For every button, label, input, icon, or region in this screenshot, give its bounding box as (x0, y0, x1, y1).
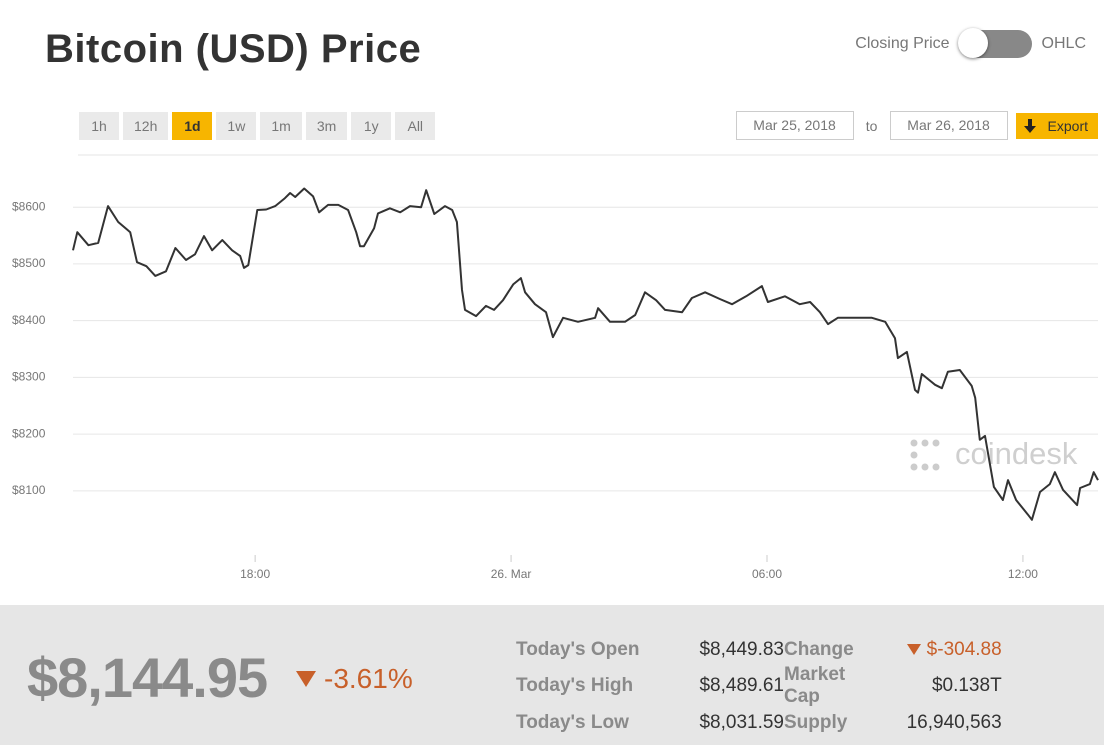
range-button[interactable]: 1m (260, 112, 302, 140)
range-button[interactable]: 1w (216, 112, 257, 140)
stat-value: $8,449.83 (699, 638, 784, 660)
date-to[interactable]: Mar 26, 2018 (889, 111, 1008, 140)
range-button[interactable]: 1y (351, 112, 392, 140)
down-arrow (906, 643, 921, 655)
export-button[interactable]: Export (1015, 112, 1098, 139)
change-value: $-304.88 (926, 638, 1002, 660)
date-range: Mar 25, 2018 to Mar 26, 2018 Export (735, 111, 1098, 140)
stat-label: Today's High (516, 675, 634, 696)
range-button[interactable]: 1h (79, 112, 119, 140)
y-tick-label: $8500 (12, 256, 46, 270)
toggle-knob (957, 28, 988, 58)
chart: coindesk $8100 $8200 $8300 $8400 $8500 $8600 1… (12, 154, 1099, 581)
stat-label: Today's Open (516, 638, 640, 660)
stat-label: Today's Low (516, 711, 629, 733)
plot (72, 187, 1099, 521)
stats-table: Today's Open $8,449.83 Change $-304.88 Today… (516, 635, 1002, 737)
stats-row: Today's High $8,489.61 Market Cap $0.138T (516, 664, 1002, 708)
date-from[interactable]: Mar 25, 2018 (735, 111, 854, 140)
watermark: coindesk (955, 436, 1078, 471)
range-button[interactable]: 12h (123, 112, 169, 140)
y-tick-label: $8200 (12, 426, 46, 440)
stat-label: Change (784, 638, 854, 660)
stat-label: Supply (784, 711, 848, 733)
export-label: Export (1047, 117, 1088, 134)
stat-value: $0.138T (931, 675, 1002, 696)
y-tick-label: $8300 (12, 370, 46, 384)
price-toggle: Closing Price OHLC (855, 28, 1086, 58)
y-tick-label: $8600 (12, 199, 46, 213)
date-separator: to (865, 117, 878, 134)
toggle-label: Closing Price (855, 35, 950, 52)
watermark-icon (910, 439, 940, 471)
change-percent: -3.61% (324, 663, 413, 694)
toggle-label: OHLC (1041, 35, 1086, 52)
stats-row: Today's Open $8,449.83 Change $-304.88 (516, 635, 1002, 664)
stat-value: 16,940,563 (906, 711, 1002, 733)
x-tick-label: 06:00 (752, 567, 782, 581)
y-tick-label: $8100 (12, 483, 46, 497)
range-button[interactable]: All (395, 112, 436, 140)
price-line (72, 187, 1099, 521)
grid: $8100 $8200 $8300 $8400 $8500 $8600 18:00 26. M… (12, 199, 1098, 581)
toggle-switch[interactable] (957, 28, 1032, 58)
stat-label: Market Cap (784, 664, 846, 707)
stats-row: Today's Low $8,031.59 Supply 16,940,563 (516, 708, 1002, 737)
x-tick-label: 18:00 (240, 567, 270, 581)
summary-panel: $8,144.95 -3.61% Today's Open $8,449.83 Ch… (0, 605, 1104, 745)
download-icon (1023, 118, 1036, 133)
range-button[interactable]: 3m (305, 112, 348, 140)
current-price: $8,144.95 (27, 646, 268, 709)
stat-value: $8,489.61 (699, 675, 784, 696)
range-buttons: 1h 12h 1d 1w 1m 3m 1y All (79, 112, 436, 140)
stat-value: $-304.88 (854, 635, 1002, 664)
x-tick-label: 26. Mar (491, 567, 532, 581)
price-change: -3.61% (296, 663, 413, 695)
page-title: Bitcoin (USD) Price (45, 27, 422, 71)
down-arrow (296, 671, 316, 687)
stat-value: $8,031.59 (699, 711, 784, 733)
x-tick-label: 12:00 (1008, 567, 1038, 581)
y-tick-label: $8400 (12, 313, 46, 327)
range-button[interactable]: 1d (172, 112, 213, 140)
